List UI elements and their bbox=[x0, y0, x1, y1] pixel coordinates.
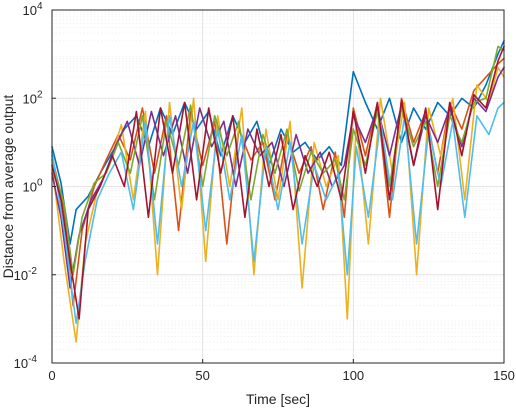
y-tick-label: 102 bbox=[22, 89, 42, 106]
x-axis-title: Time [sec] bbox=[246, 391, 310, 407]
y-tick-label: 100 bbox=[22, 178, 42, 195]
series-line-7 bbox=[51, 45, 505, 320]
x-tick-label: 100 bbox=[342, 368, 364, 383]
series-line-6 bbox=[51, 101, 505, 324]
x-tick-label: 150 bbox=[493, 368, 515, 383]
x-tick-label: 0 bbox=[48, 368, 55, 383]
y-tick-label: 10-2 bbox=[14, 266, 38, 283]
axis-ticks: 0 50 100 150 10-4 10-2 100 102 104 bbox=[14, 1, 515, 383]
y-tick-label: 10-4 bbox=[14, 354, 38, 371]
series-line-3 bbox=[51, 66, 505, 343]
x-tick-label: 50 bbox=[195, 368, 209, 383]
series-lines bbox=[51, 40, 505, 343]
series-line-1 bbox=[51, 40, 505, 245]
y-tick-label: 104 bbox=[22, 1, 42, 18]
y-axis-title: Distance from average output bbox=[0, 95, 16, 279]
